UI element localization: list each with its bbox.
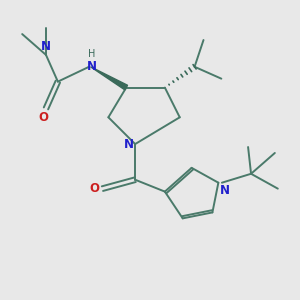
Text: N: N xyxy=(124,138,134,151)
Polygon shape xyxy=(91,67,128,90)
Text: O: O xyxy=(89,182,99,195)
Text: H: H xyxy=(88,49,96,59)
Text: N: N xyxy=(41,40,51,53)
Text: O: O xyxy=(38,111,48,124)
Text: N: N xyxy=(87,60,97,73)
Text: N: N xyxy=(220,184,230,197)
